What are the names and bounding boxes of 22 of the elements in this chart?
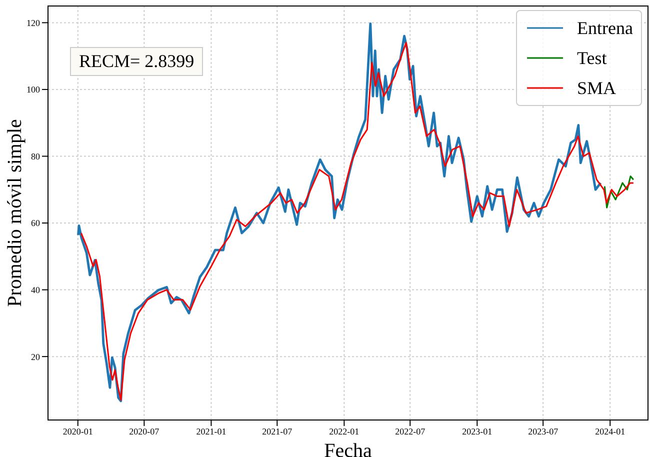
x-tick-label: 2021-07 [262, 426, 293, 436]
y-axis-title: Promedio móvil simple [4, 118, 26, 307]
annotation: RECM= 2.8399 [70, 47, 204, 76]
y-tick-label: 60 [31, 218, 40, 228]
x-tick-label: 2022-07 [395, 426, 426, 436]
x-tick-label: 2020-07 [129, 426, 160, 436]
y-tick-label: 100 [26, 84, 40, 95]
x-tick-label: 2023-07 [528, 426, 559, 436]
legend-label: SMA [577, 78, 616, 98]
y-tick-label: 120 [26, 18, 40, 28]
legend-label: Test [577, 48, 607, 68]
y-tick-label: 20 [31, 352, 40, 362]
y-tick-label: 80 [31, 151, 40, 162]
legend-label: Entrena [577, 18, 633, 38]
x-tick-label: 2022-01 [329, 426, 360, 436]
x-tick-label: 2023-01 [462, 426, 492, 436]
x-axis-title: Fecha [324, 440, 372, 457]
x-tick-label: 2024-01 [595, 426, 626, 436]
x-tick-label: 2021-01 [196, 426, 226, 436]
line-series [604, 176, 634, 208]
x-tick-label: 2020-01 [62, 426, 93, 436]
y-tick-label: 40 [31, 284, 40, 295]
